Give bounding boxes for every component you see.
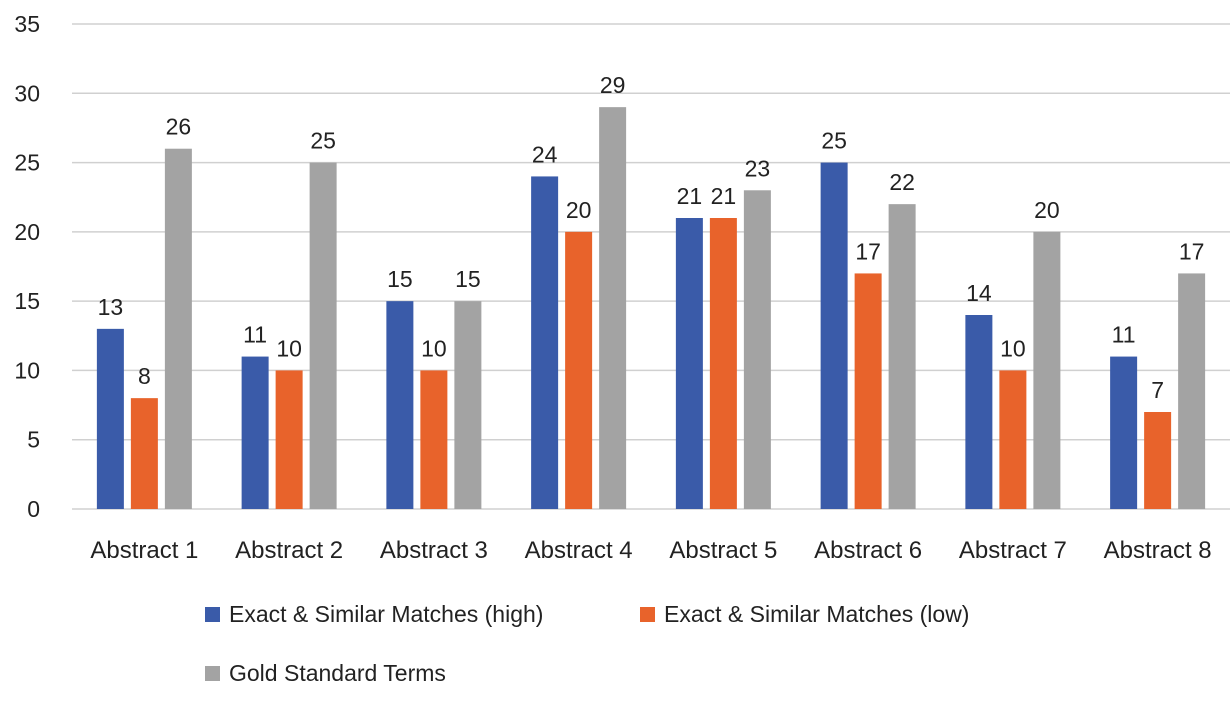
y-tick-label: 30: [14, 80, 40, 106]
legend-swatch: [640, 607, 655, 622]
bar-series-3-7: [1033, 231, 1061, 509]
bar-series-3-3: [454, 301, 482, 509]
bar-series-1-6: [820, 162, 848, 510]
data-label: 14: [966, 280, 992, 306]
data-label: 22: [889, 169, 915, 195]
y-tick-label: 0: [27, 496, 40, 522]
data-label: 21: [711, 183, 737, 209]
data-label: 7: [1151, 377, 1164, 403]
data-label: 11: [1112, 322, 1136, 348]
bar-series-1-8: [1110, 356, 1138, 509]
data-label: 23: [745, 155, 771, 181]
legend-label: Exact & Similar Matches (low): [664, 601, 969, 627]
bar-series-2-7: [999, 370, 1027, 509]
category-label: Abstract 3: [380, 537, 488, 564]
bar-series-2-2: [275, 370, 303, 509]
data-label: 25: [310, 128, 336, 154]
y-tick-label: 25: [14, 150, 40, 176]
data-label: 26: [166, 114, 192, 140]
data-label: 24: [532, 141, 558, 167]
bar-series-1-2: [241, 356, 269, 509]
bar-series-1-5: [675, 218, 703, 509]
data-labels: 13 8 26 11 10 25 15 10 15 24 20 29 21 21 23 25 17 22 14 10 2…: [98, 72, 1205, 403]
data-label: 15: [455, 266, 481, 292]
data-label: 21: [677, 183, 703, 209]
legend-swatch: [205, 607, 220, 622]
category-label: Abstract 7: [959, 537, 1067, 564]
bar-series-3-1: [164, 148, 192, 509]
y-tick-label: 20: [14, 219, 40, 245]
bar-series-2-5: [709, 218, 737, 509]
bar-series-1-1: [96, 328, 124, 509]
x-axis-category-labels: Abstract 1 Abstract 2 Abstract 3 Abstract 4…: [90, 537, 1211, 564]
y-tick-label: 5: [27, 427, 40, 453]
category-label: Abstract 5: [669, 537, 777, 564]
bars: [96, 107, 1206, 510]
category-label: Abstract 4: [525, 537, 633, 564]
data-label: 17: [1179, 238, 1205, 264]
data-label: 20: [1034, 197, 1060, 223]
data-label: 13: [98, 294, 124, 320]
bar-series-2-4: [565, 231, 593, 509]
data-label: 15: [387, 266, 413, 292]
bar-series-3-8: [1178, 273, 1206, 509]
y-tick-label: 10: [14, 357, 40, 383]
data-label: 17: [855, 238, 881, 264]
legend-label: Exact & Similar Matches (high): [229, 601, 543, 627]
category-label: Abstract 6: [814, 537, 922, 564]
bar-series-1-7: [965, 315, 993, 509]
data-label: 8: [138, 363, 151, 389]
y-tick-label: 15: [14, 288, 40, 314]
bar-series-2-3: [420, 370, 448, 509]
bar-series-1-4: [531, 176, 559, 509]
y-axis-tick-labels: 0 5 10 15 20 25 30 35: [14, 11, 40, 522]
legend-swatch: [205, 666, 220, 681]
data-label: 29: [600, 72, 626, 98]
bar-series-2-8: [1144, 412, 1172, 509]
legend: Exact & Similar Matches (high) Exact & Si…: [205, 601, 969, 686]
data-label: 10: [276, 335, 302, 361]
bar-series-3-2: [309, 162, 337, 510]
bar-series-3-6: [888, 204, 916, 509]
legend-label: Gold Standard Terms: [229, 660, 446, 686]
category-label: Abstract 2: [235, 537, 343, 564]
category-label: Abstract 1: [90, 537, 198, 564]
bar-series-2-1: [130, 398, 158, 509]
bar-series-2-6: [854, 273, 882, 509]
bar-series-1-3: [386, 301, 414, 509]
bar-series-3-5: [743, 190, 771, 510]
data-label: 20: [566, 197, 592, 223]
category-label: Abstract 8: [1104, 537, 1212, 564]
bar-series-3-4: [599, 107, 627, 510]
data-label: 10: [1000, 335, 1026, 361]
data-label: 11: [243, 322, 267, 348]
data-label: 10: [421, 335, 447, 361]
data-label: 25: [821, 128, 847, 154]
y-tick-label: 35: [14, 11, 40, 37]
